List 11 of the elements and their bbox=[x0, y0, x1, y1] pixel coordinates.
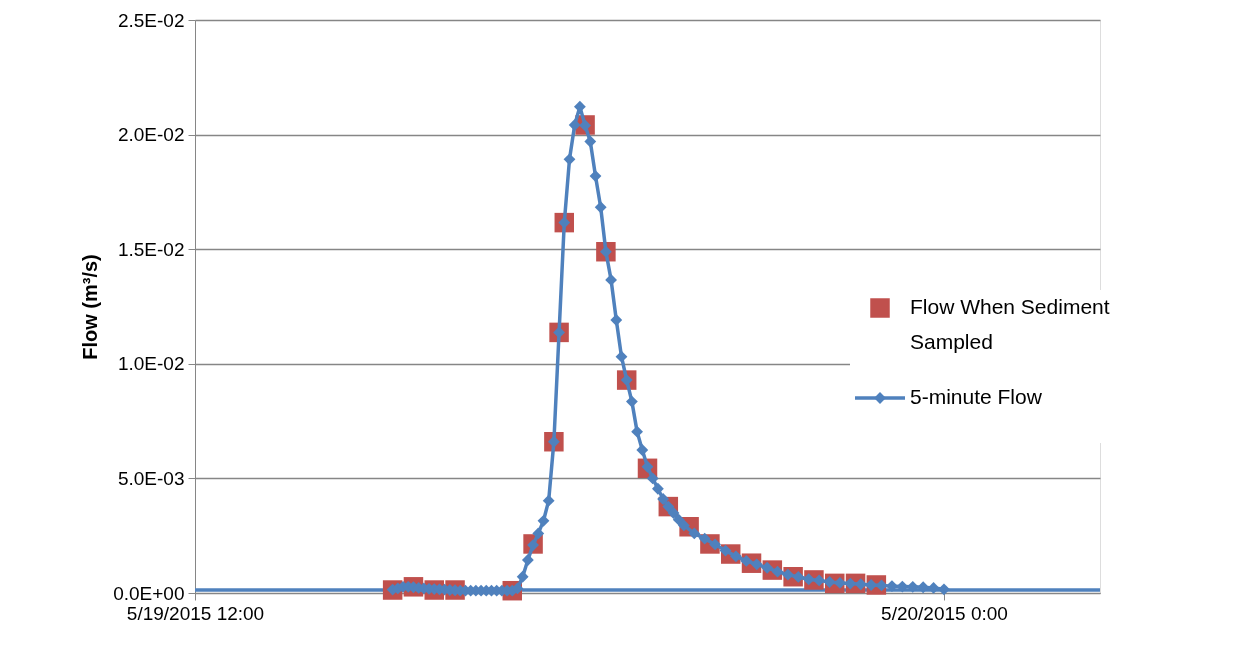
x-tick-label: 5/19/2015 12:00 bbox=[126, 602, 265, 624]
y-tick-label: 1.0E-02 bbox=[117, 353, 185, 375]
legend-label: Flow When Sediment Sampled bbox=[910, 295, 1110, 353]
legend-label: 5-minute Flow bbox=[910, 385, 1043, 408]
y-tick-label: 1.5E-02 bbox=[117, 238, 185, 260]
y-tick-label: 2.5E-02 bbox=[117, 9, 185, 31]
x-tick-label: 5/20/2015 0:00 bbox=[881, 602, 1008, 624]
y-axis-title: Flow (m³/s) bbox=[79, 254, 102, 360]
y-tick-label: 0.0E+00 bbox=[113, 582, 185, 604]
y-tick-label: 5.0E-03 bbox=[117, 467, 185, 489]
y-tick-label: 2.0E-02 bbox=[117, 124, 185, 146]
